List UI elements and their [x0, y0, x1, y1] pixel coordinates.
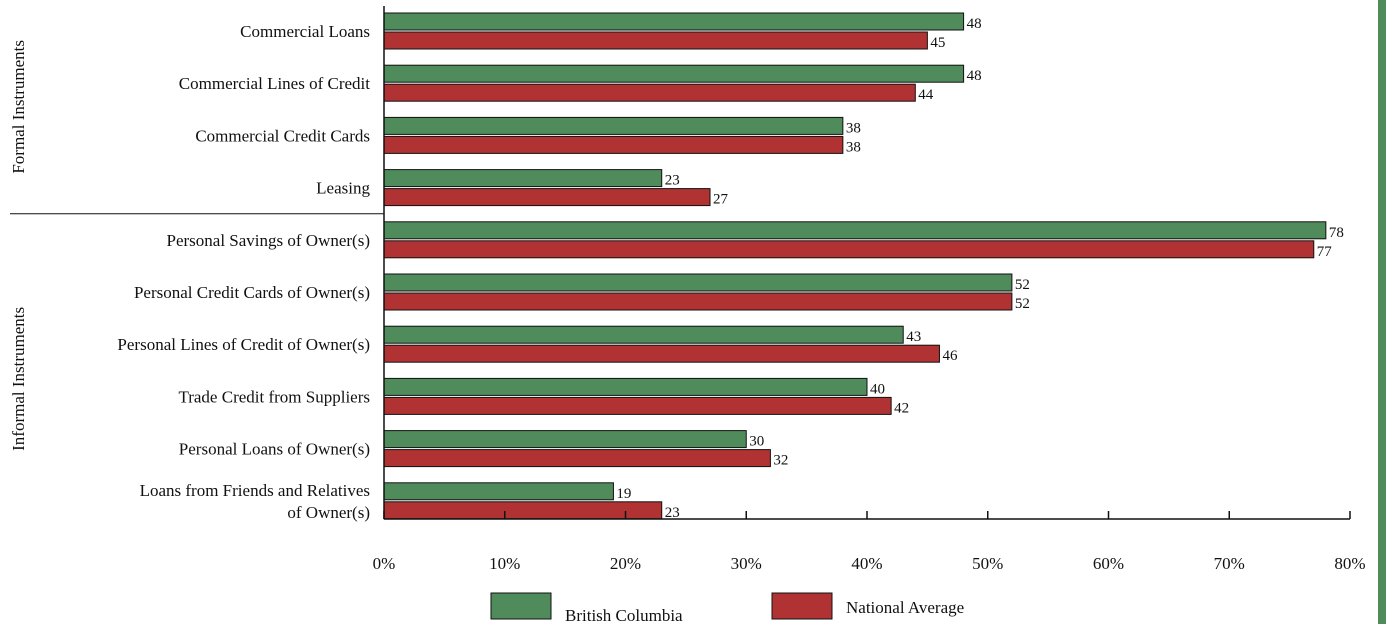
category-labels: Commercial Loans Commercial Lines of Cred… — [117, 22, 370, 522]
value-label-british-columbia-leasing: 23 — [665, 173, 680, 189]
category-label-leasing: Leasing — [316, 179, 370, 198]
bars: 48 45 48 44 38 38 23 27 78 77 52 52 43 46 40 42 30 32 19 23 — [383, 12, 1344, 521]
x-axis: 0% 10% 20% 30% 40% 50% 60% 70% 80% — [373, 6, 1366, 573]
group-label-informal-instruments: Informal Instruments — [9, 307, 28, 451]
category-label-personal-credit-cards-of-owner-s: Personal Credit Cards of Owner(s) — [134, 283, 370, 302]
bar-national-average-commercial-credit-cards — [383, 135, 844, 154]
value-label-national-average-personal-credit-cards-of-owner-s: 52 — [1015, 296, 1030, 312]
value-label-british-columbia-trade-credit-from-suppliers: 40 — [870, 381, 885, 397]
group-label-formal-instruments: Formal Instruments — [9, 40, 28, 174]
value-label-british-columbia-personal-savings-of-owner-s: 78 — [1329, 225, 1344, 241]
legend-label-national-average: National Average — [846, 598, 964, 617]
x-tick-label-20: 20% — [610, 554, 641, 573]
bar-national-average-personal-credit-cards-of-owner-s — [383, 292, 1013, 311]
bar-british-columbia-personal-loans-of-owner-s — [383, 430, 747, 449]
bar-national-average-personal-savings-of-owner-s — [383, 240, 1315, 259]
bar-british-columbia-commercial-lines-of-credit — [383, 64, 965, 83]
bar-british-columbia-loans-from-friends-and-relatives-of-owner-s — [383, 482, 614, 501]
category-label-commercial-loans: Commercial Loans — [240, 22, 370, 41]
value-label-british-columbia-personal-lines-of-credit-of-owner-s: 43 — [906, 329, 921, 345]
value-label-national-average-commercial-credit-cards: 38 — [846, 139, 861, 155]
x-tick-label-70: 70% — [1214, 554, 1245, 573]
bar-national-average-loans-from-friends-and-relatives-of-owner-s — [383, 501, 663, 520]
category-label-personal-savings-of-owner-s: Personal Savings of Owner(s) — [167, 231, 371, 250]
value-label-british-columbia-commercial-credit-cards: 38 — [846, 120, 861, 136]
x-tick-label-0: 0% — [373, 554, 396, 573]
legend-swatch-national-average — [771, 592, 833, 620]
right-accent-strip — [1378, 0, 1386, 624]
legend-swatch-british-columbia — [490, 592, 552, 620]
x-tick-label-50: 50% — [972, 554, 1003, 573]
x-tick-label-40: 40% — [851, 554, 882, 573]
bar-british-columbia-personal-credit-cards-of-owner-s — [383, 273, 1013, 292]
value-label-british-columbia-personal-loans-of-owner-s: 30 — [749, 434, 764, 450]
legend: British Columbia National Average — [490, 592, 964, 624]
value-label-national-average-personal-loans-of-owner-s: 32 — [773, 453, 788, 469]
category-label-loans-from-friends-and-relatives-of-owner-s: Loans from Friends and Relatives of Owner… — [140, 481, 370, 522]
bar-national-average-commercial-loans — [383, 31, 928, 50]
value-label-british-columbia-commercial-loans: 48 — [967, 16, 982, 32]
bar-british-columbia-leasing — [383, 169, 663, 188]
value-label-national-average-commercial-lines-of-credit: 44 — [918, 87, 934, 103]
bar-national-average-trade-credit-from-suppliers — [383, 396, 892, 415]
bar-british-columbia-personal-lines-of-credit-of-owner-s — [383, 325, 904, 344]
bar-british-columbia-commercial-credit-cards — [383, 116, 844, 135]
category-label-trade-credit-from-suppliers: Trade Credit from Suppliers — [178, 387, 370, 406]
value-label-national-average-loans-from-friends-and-relatives-of-owner-s: 23 — [665, 505, 680, 521]
value-label-british-columbia-personal-credit-cards-of-owner-s: 52 — [1015, 277, 1030, 293]
value-label-national-average-personal-savings-of-owner-s: 77 — [1317, 244, 1333, 260]
category-label-personal-loans-of-owner-s: Personal Loans of Owner(s) — [179, 440, 370, 459]
value-label-british-columbia-commercial-lines-of-credit: 48 — [967, 68, 982, 84]
value-label-national-average-commercial-loans: 45 — [930, 35, 945, 51]
bar-british-columbia-personal-savings-of-owner-s — [383, 221, 1327, 240]
x-tick-label-60: 60% — [1093, 554, 1124, 573]
bar-national-average-leasing — [383, 188, 711, 207]
x-tick-label-10: 10% — [489, 554, 520, 573]
bar-national-average-personal-lines-of-credit-of-owner-s — [383, 344, 940, 363]
value-label-british-columbia-loans-from-friends-and-relatives-of-owner-s: 19 — [616, 486, 631, 502]
bar-national-average-personal-loans-of-owner-s — [383, 449, 771, 468]
x-tick-label-30: 30% — [731, 554, 762, 573]
value-label-national-average-personal-lines-of-credit-of-owner-s: 46 — [942, 348, 958, 364]
category-label-commercial-lines-of-credit: Commercial Lines of Credit — [179, 74, 370, 93]
bar-british-columbia-trade-credit-from-suppliers — [383, 377, 868, 396]
bar-national-average-commercial-lines-of-credit — [383, 83, 916, 102]
group-labels: Formal Instruments Informal Instruments — [9, 40, 384, 451]
x-tick-label-80: 80% — [1334, 554, 1365, 573]
bar-british-columbia-commercial-loans — [383, 12, 965, 31]
value-label-national-average-trade-credit-from-suppliers: 42 — [894, 400, 909, 416]
legend-label-british-columbia: British Columbia — [565, 606, 683, 624]
category-label-commercial-credit-cards: Commercial Credit Cards — [195, 126, 370, 145]
value-label-national-average-leasing: 27 — [713, 192, 729, 208]
category-label-personal-lines-of-credit-of-owner-s: Personal Lines of Credit of Owner(s) — [117, 335, 370, 354]
